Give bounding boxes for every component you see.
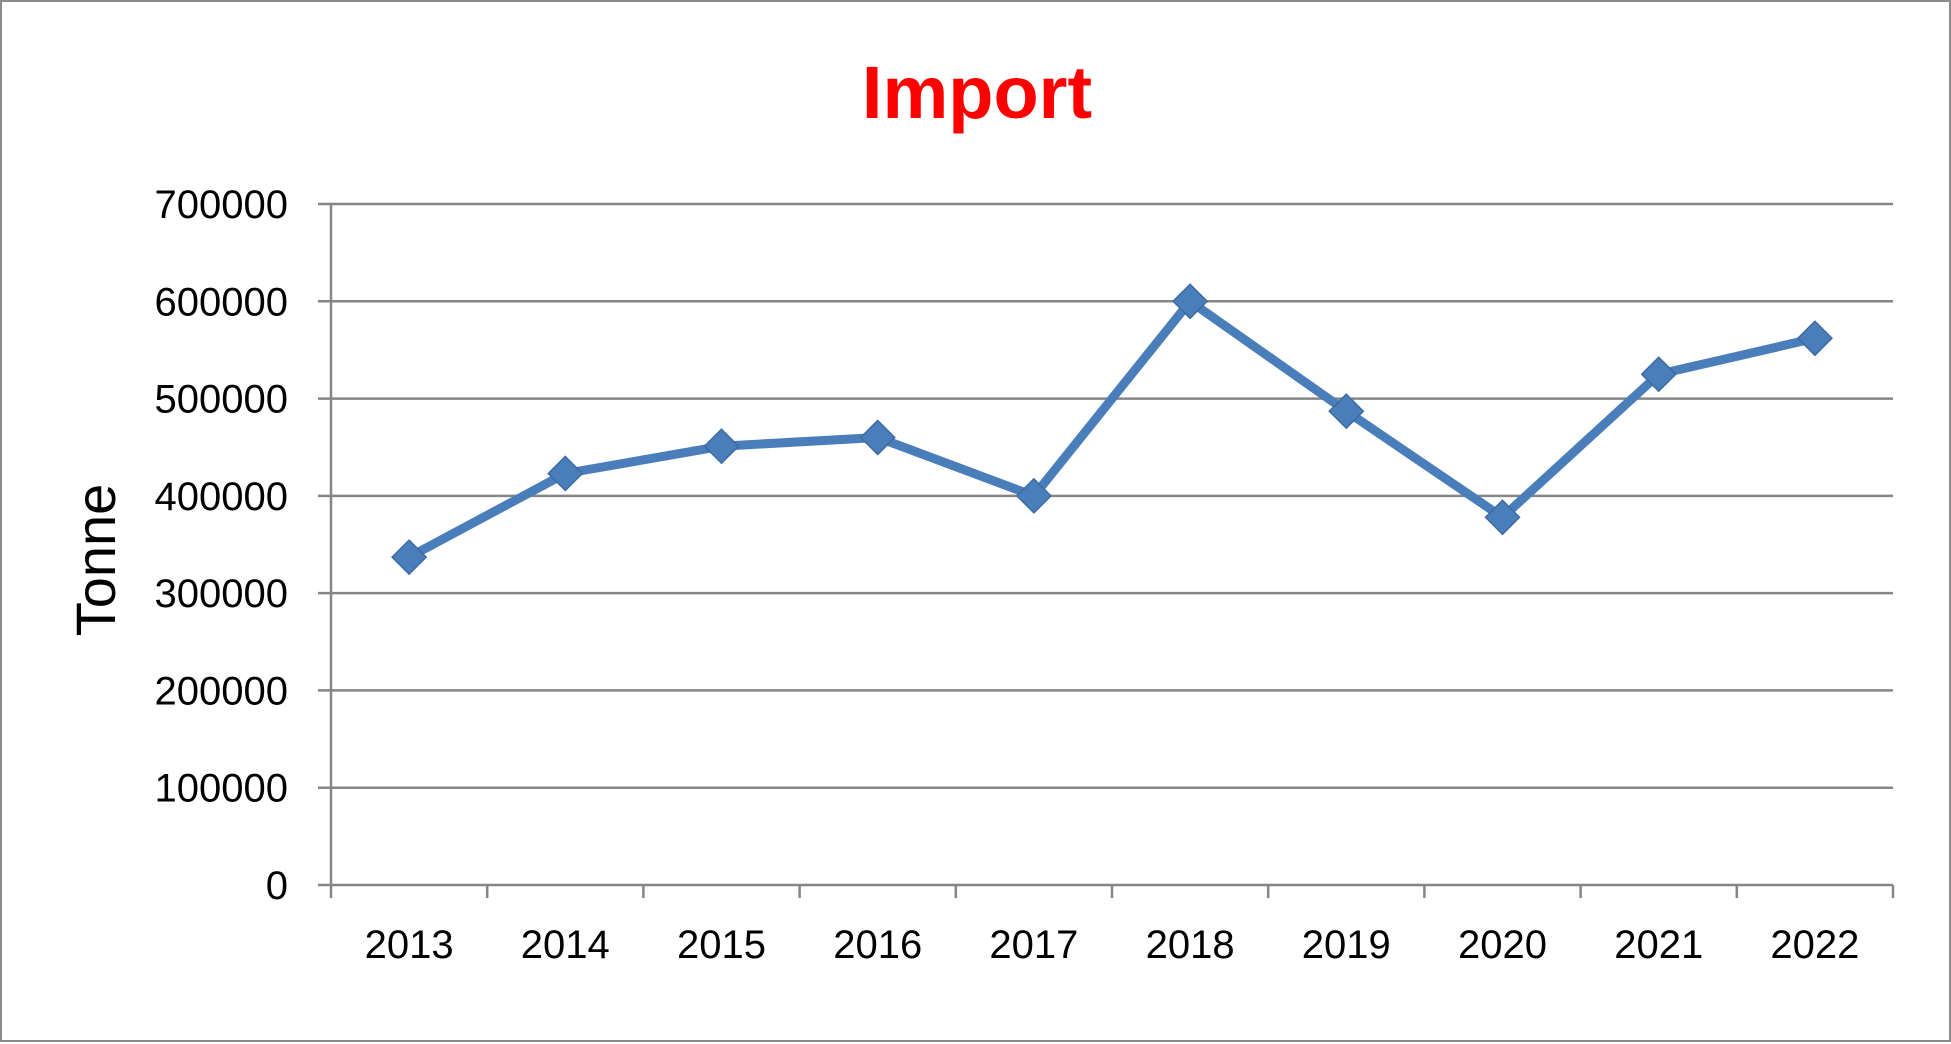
- data-point: [391, 539, 428, 576]
- y-tick-label: 100000: [155, 767, 288, 811]
- data-point: [703, 428, 740, 465]
- chart-title: Import: [862, 51, 1092, 134]
- data-point: [1172, 283, 1209, 320]
- data-point: [1484, 499, 1521, 536]
- data-point: [1328, 393, 1365, 430]
- data-point: [547, 455, 584, 492]
- series-line: [406, 296, 1816, 562]
- series-0: [391, 283, 1833, 576]
- x-tick-labels: 2013 2014 2015 2016 2017 2018 2019 2020 2021 2022: [365, 923, 1860, 967]
- x-tick-label: 2018: [1146, 923, 1235, 967]
- y-tick-label: 400000: [155, 475, 288, 519]
- y-axis-label: Tonne: [64, 484, 127, 637]
- x-tick-label: 2019: [1302, 923, 1391, 967]
- data-point: [1796, 320, 1833, 357]
- gridlines: [318, 202, 1893, 789]
- x-tick-label: 2016: [833, 923, 922, 967]
- x-tick-label: 2022: [1770, 923, 1859, 967]
- y-tick-label: 600000: [155, 280, 288, 324]
- y-tick-label: 500000: [155, 378, 288, 422]
- x-tick-label: 2013: [365, 923, 454, 967]
- x-tick-label: 2017: [989, 923, 1078, 967]
- x-tick-label: 2021: [1614, 923, 1703, 967]
- axes: [318, 204, 1895, 898]
- x-tick-label: 2014: [521, 923, 610, 967]
- data-point: [1640, 356, 1677, 393]
- y-tick-label: 700000: [155, 183, 288, 227]
- x-tick-label: 2020: [1458, 923, 1547, 967]
- y-tick-label: 200000: [155, 669, 288, 713]
- y-tick-labels: 0 100000 200000 300000 400000 500000 600000 700…: [155, 183, 288, 908]
- data-point: [859, 419, 896, 456]
- y-tick-label: 0: [266, 864, 288, 908]
- series: [391, 283, 1833, 576]
- x-tick-label: 2015: [677, 923, 766, 967]
- y-tick-label: 300000: [155, 572, 288, 616]
- data-point: [1015, 477, 1052, 514]
